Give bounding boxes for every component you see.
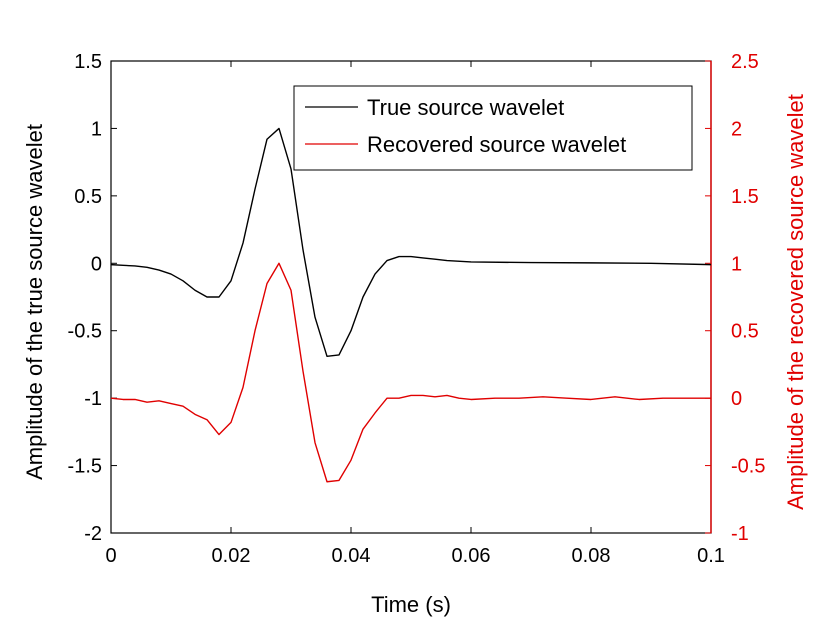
right-y-axis-ticks: -1 -0.5 0 0.5 1 1.5 2 2.5: [705, 51, 765, 545]
left-y-tick-label-1: 1: [91, 118, 102, 140]
right-y-axis-title: Amplitude of the recovered source wavele…: [783, 94, 808, 510]
x-tick-label-0p06: 0.06: [452, 545, 491, 567]
right-y-tick-label-1: 1: [731, 253, 742, 275]
x-axis-title: Time (s): [371, 592, 451, 617]
x-tick-label-0p02: 0.02: [212, 545, 251, 567]
x-tick-label-0p04: 0.04: [332, 545, 371, 567]
series-line-true-source-wavelet: [110, 127, 712, 358]
left-y-tick-label-0p5: 0.5: [74, 186, 102, 208]
x-axis-ticks: 0 0.02 0.04 0.06 0.08 0.1: [105, 61, 725, 567]
right-y-tick-label-1p5: 1.5: [731, 186, 759, 208]
left-y-tick-label-0: 0: [91, 253, 102, 275]
left-y-tick-label-neg1p5: -1.5: [68, 456, 102, 478]
x-tick-label-0p1: 0.1: [697, 545, 725, 567]
right-y-tick-label-2p5: 2.5: [731, 51, 759, 73]
left-y-tick-label-1p5: 1.5: [74, 51, 102, 73]
legend-label-true-source-wavelet: True source wavelet: [367, 95, 564, 120]
series-line-recovered-source-wavelet: [110, 262, 711, 483]
x-tick-label-0p08: 0.08: [572, 545, 611, 567]
right-y-tick-label-0p5: 0.5: [731, 321, 759, 343]
legend-box: [293, 85, 693, 171]
legend-label-recovered-source-wavelet: Recovered source wavelet: [367, 132, 626, 157]
series-layer: [110, 127, 712, 483]
x-tick-label-0: 0: [105, 545, 116, 567]
legend: True source wavelet Recovered source wav…: [293, 85, 693, 171]
left-y-tick-label-neg0p5: -0.5: [68, 321, 102, 343]
left-y-axis-title: Amplitude of the true source wavelet: [22, 124, 47, 480]
left-y-tick-label-neg2: -2: [84, 523, 102, 545]
left-y-tick-label-neg1: -1: [84, 388, 102, 410]
right-y-tick-label-neg1: -1: [731, 523, 749, 545]
right-y-tick-label-neg0p5: -0.5: [731, 456, 765, 478]
right-y-tick-label-2: 2: [731, 118, 742, 140]
left-y-axis-ticks: -2 -1.5 -1 -0.5 0 0.5 1 1.5: [68, 51, 117, 545]
right-y-tick-label-0: 0: [731, 388, 742, 410]
